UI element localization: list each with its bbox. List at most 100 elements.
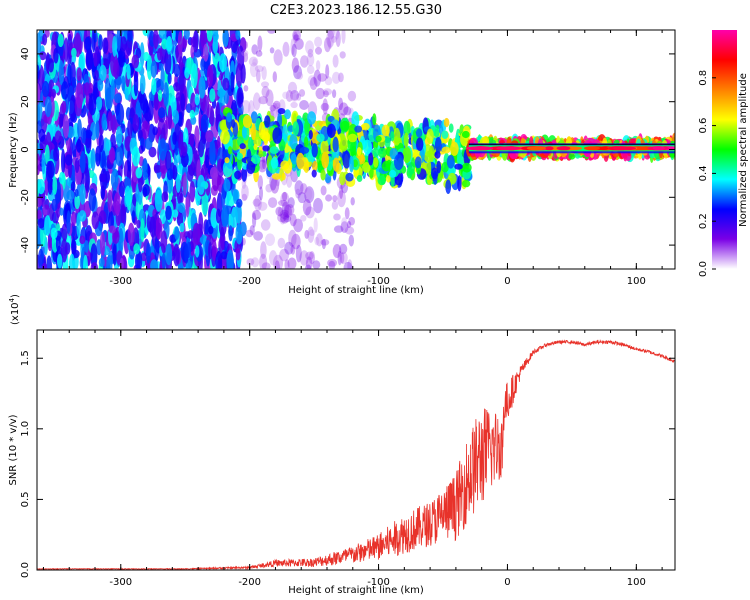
spectrogram-cell	[90, 243, 98, 269]
spectrogram-cell	[79, 150, 86, 174]
spectrogram-cell	[295, 244, 302, 263]
spectrogram-x-tick-label: 100	[627, 276, 646, 287]
spectrogram-cell	[251, 257, 260, 268]
spectrogram-cell	[341, 217, 348, 230]
spectrogram-cell	[272, 100, 281, 109]
spectrogram-cell	[61, 81, 69, 100]
spectrogram-cell	[100, 168, 108, 192]
spectrogram-y-tick-label: 20	[20, 95, 31, 108]
spectrogram-cell	[261, 131, 271, 142]
spectrogram-cell	[161, 38, 168, 50]
spectrogram-cell	[37, 196, 42, 208]
snr-x-tick-label: 0	[504, 577, 510, 588]
spectrogram-cell	[241, 126, 247, 139]
spectrogram-cell	[215, 208, 221, 224]
spectrogram-cell	[90, 262, 98, 269]
spectrogram-cell	[290, 90, 300, 101]
spectrogram-cell	[279, 209, 290, 220]
spectrogram-cell	[37, 83, 41, 105]
spectrogram-cell	[403, 132, 409, 148]
spectrogram-cell	[299, 146, 310, 154]
spectrogram-cell	[246, 161, 256, 174]
spectrogram-cell	[426, 128, 434, 144]
snr-y-tick-label: 0.0	[20, 562, 31, 578]
spectrogram-cell	[283, 204, 292, 218]
spectrogram-cell	[200, 114, 209, 133]
spectrogram-cell	[321, 151, 330, 169]
spectrogram-cell	[287, 197, 295, 209]
spectrogram-cell	[71, 47, 77, 58]
spectrogram-cell	[74, 157, 80, 173]
spectrogram-cell	[212, 30, 219, 43]
spectrogram-x-axis-label: Height of straight line (km)	[288, 285, 424, 296]
spectrogram-cell	[131, 210, 136, 224]
spectrogram-cell	[177, 31, 183, 55]
spectrogram-cell	[110, 51, 118, 77]
spectrogram-cell	[244, 41, 248, 49]
spectrogram-cell	[285, 90, 293, 102]
spectrogram-cell	[131, 54, 140, 69]
spectrogram-cell	[77, 118, 82, 139]
spectrogram-cell	[200, 164, 207, 179]
spectrogram-cell	[194, 93, 200, 106]
spectrogram-cell	[270, 157, 279, 169]
spectrogram-cell	[131, 146, 140, 167]
spectrogram-cell	[255, 69, 261, 83]
spectrogram-cell	[135, 249, 143, 269]
spectrogram-cell	[344, 226, 355, 235]
spectrogram-cell	[402, 146, 412, 163]
spectrogram-cell	[337, 250, 342, 266]
spectrogram-cell	[333, 225, 344, 233]
spectrogram-cell	[74, 193, 81, 210]
spectrogram-cell	[37, 179, 45, 195]
spectrogram-cell	[252, 58, 258, 66]
spectrogram-cell	[160, 66, 165, 90]
spectrogram-cell	[316, 133, 325, 143]
spectrogram-cell	[124, 185, 131, 206]
spectrogram-cell	[339, 138, 348, 152]
spectrogram-cell	[78, 210, 87, 222]
spectrogram-cell	[105, 139, 112, 152]
spectrogram-cell	[330, 35, 337, 43]
spectrogram-cell	[51, 198, 58, 212]
spectrogram-cell	[93, 75, 98, 100]
spectrogram-cell	[289, 213, 297, 227]
spectrogram-cell	[292, 121, 300, 136]
spectrogram-cell	[93, 52, 98, 67]
spectrogram-cell	[261, 156, 266, 163]
spectrogram-cell	[113, 192, 121, 215]
spectrogram-cell	[72, 76, 77, 88]
spectrogram-cell	[431, 167, 439, 180]
spectrogram-cell	[243, 85, 249, 92]
spectrogram-cell	[253, 143, 258, 151]
spectrogram-cell	[299, 250, 309, 266]
spectrogram-cell	[454, 163, 463, 170]
spectrogram-cell	[166, 36, 173, 52]
spectrogram-cell	[267, 30, 276, 34]
spectrogram-cell	[304, 229, 310, 239]
spectrogram-cell	[98, 134, 104, 152]
spectrogram-cell	[284, 109, 291, 120]
spectrogram-cell	[252, 92, 261, 111]
spectrogram-cell	[314, 36, 323, 48]
spectrogram-cell	[279, 248, 290, 262]
spectrogram-cell	[154, 235, 160, 262]
spectrogram-cell	[37, 225, 41, 250]
spectrogram-cell	[294, 180, 304, 196]
spectrogram-cell	[259, 186, 263, 201]
spectrogram-cell	[172, 209, 179, 218]
spectrogram-cell	[42, 204, 50, 218]
spectrogram-cell	[118, 180, 125, 198]
snr-x-axis-label: Height of straight line (km)	[288, 585, 424, 596]
spectrogram-cell	[99, 231, 106, 256]
snr-x-tick-label: -300	[109, 577, 132, 588]
spectrogram-cell	[231, 119, 236, 129]
spectrogram-cell	[183, 30, 190, 40]
spectrogram-cell	[304, 120, 310, 137]
spectrogram-cell	[282, 41, 290, 57]
spectrogram-cell	[261, 262, 271, 269]
spectrogram-cell	[296, 152, 305, 170]
spectrogram-cell	[350, 197, 355, 206]
spectrogram-cell	[172, 131, 177, 145]
snr-panel: -300 -200 -100 0 100 0.0 0.5 1.0 1.5 Height of …	[8, 294, 676, 596]
